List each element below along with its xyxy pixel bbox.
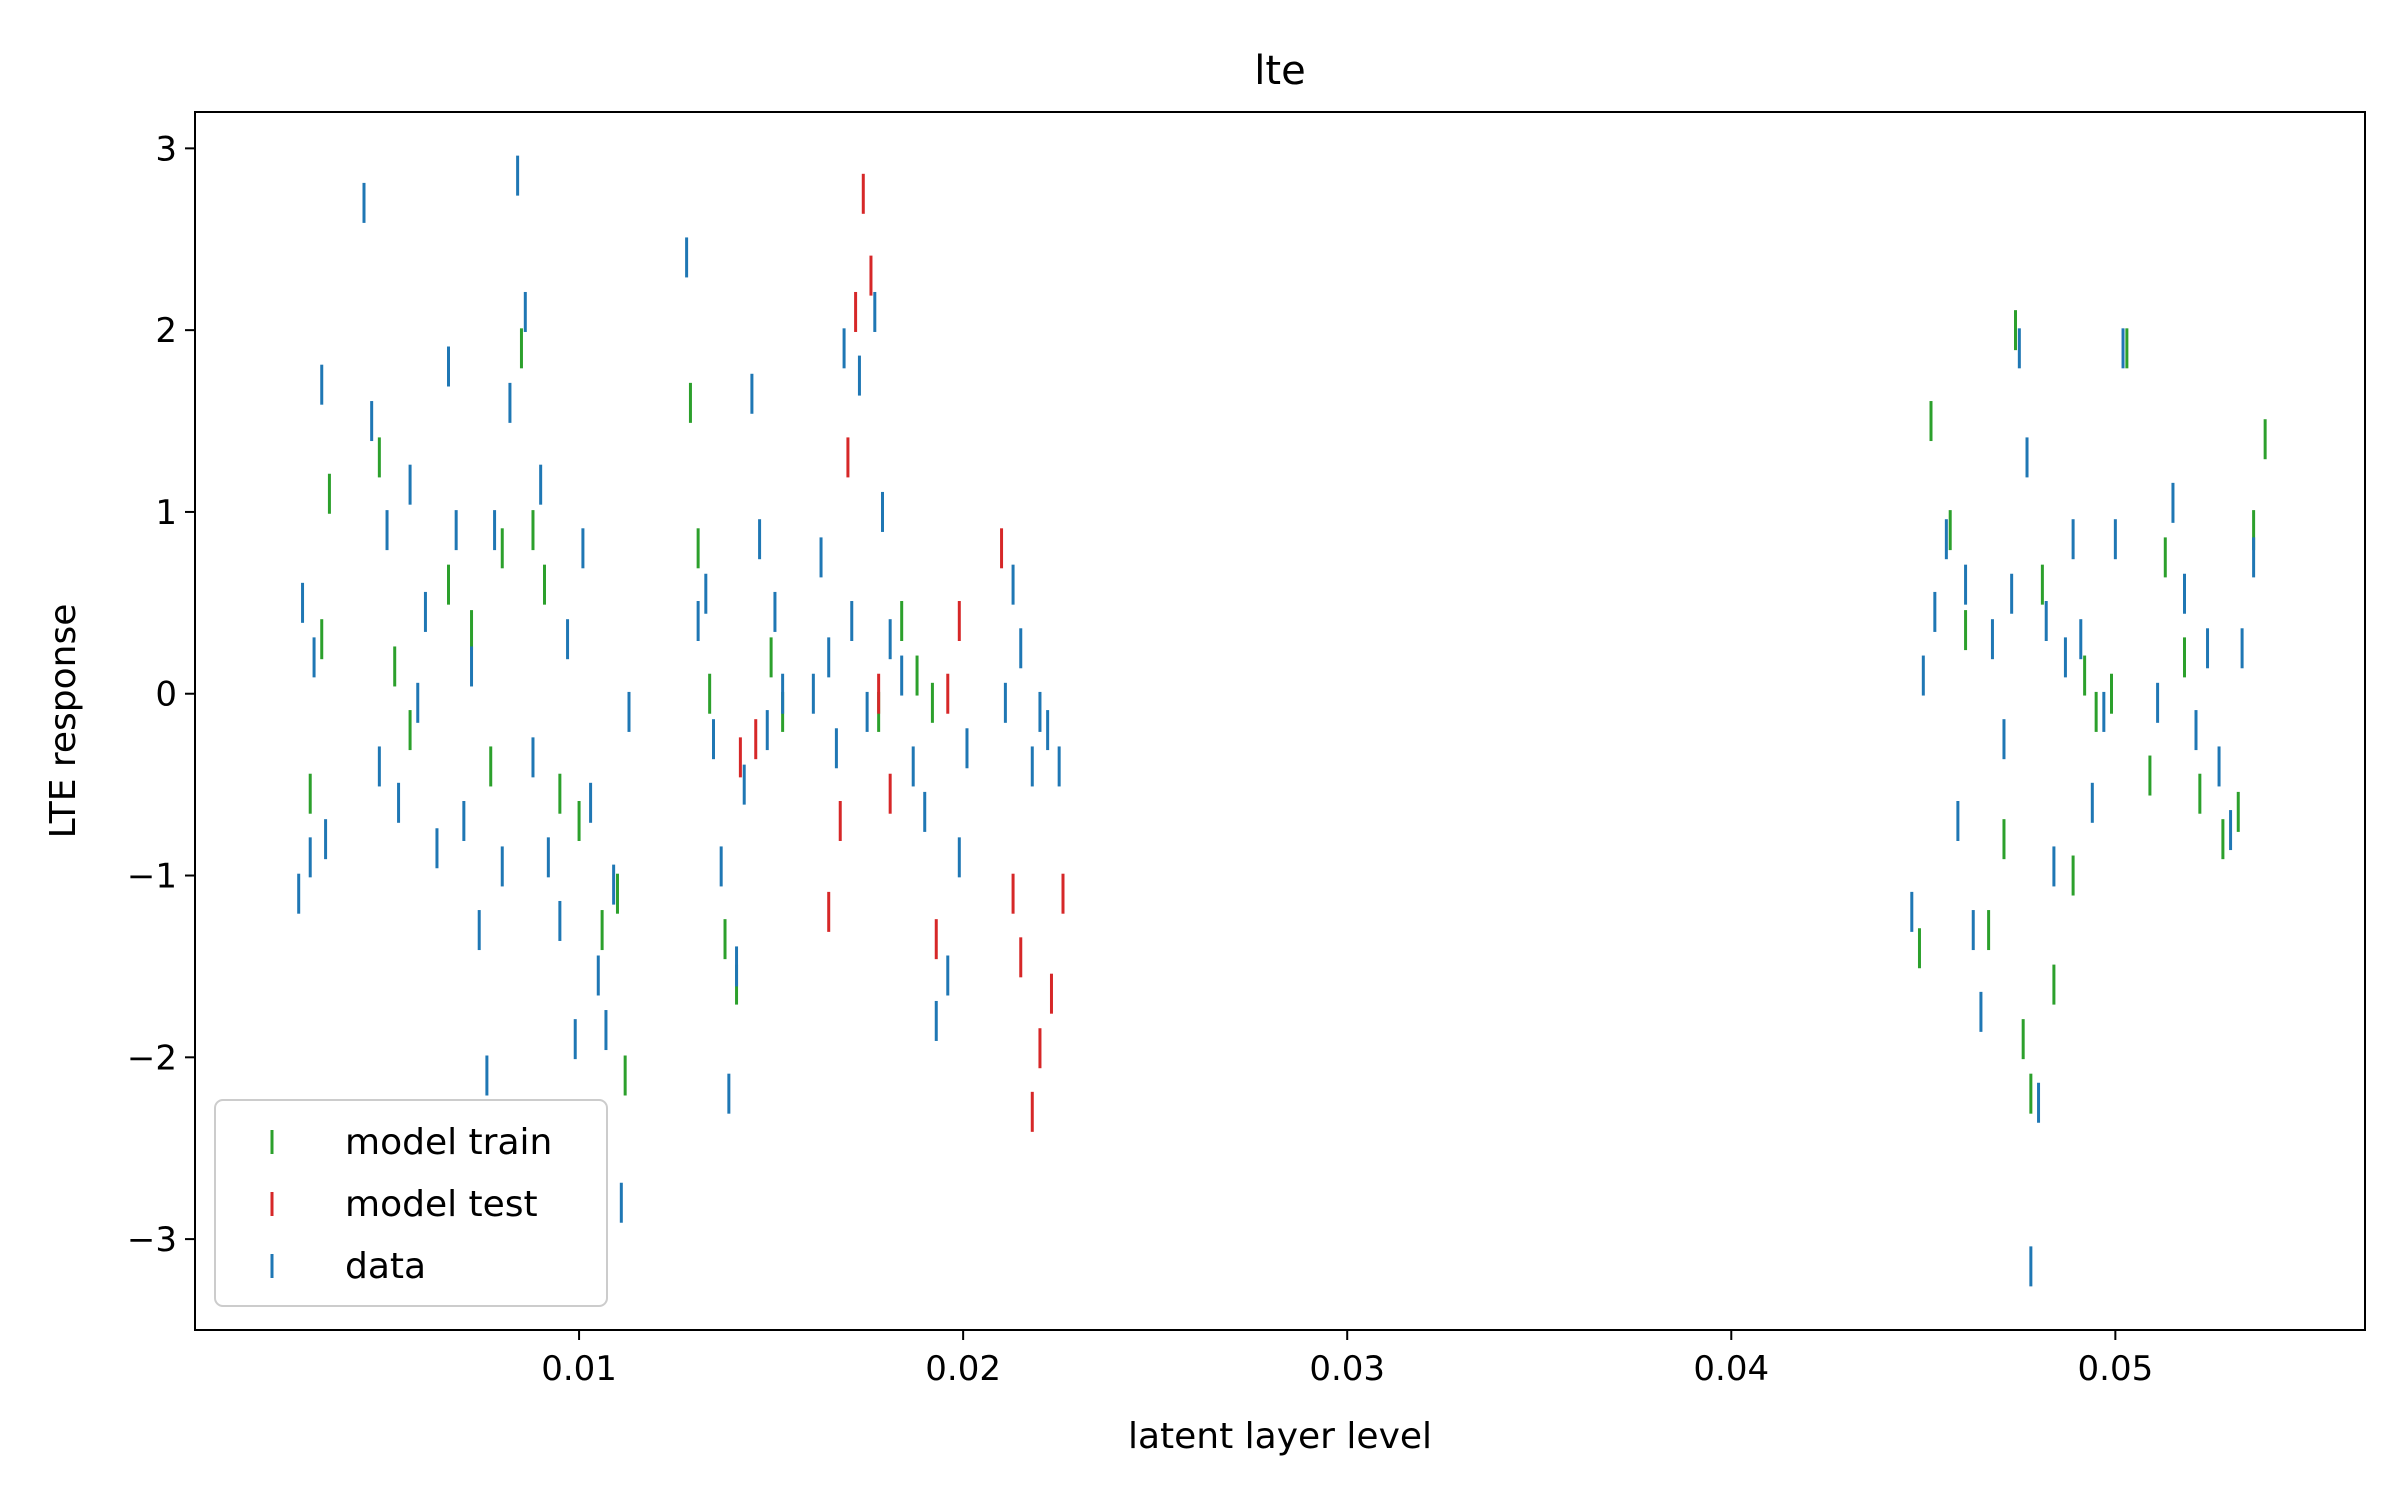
legend-box [214,1099,608,1307]
series-2 [738,173,1065,1132]
legend-label: data [345,1246,426,1287]
x-axis-label: latent layer level [1128,1416,1432,1457]
x-tick-label: 0.04 [1693,1349,1769,1389]
legend: model train model test data [214,1099,608,1307]
series-1 [308,310,2267,1114]
plot-frame [194,111,2366,1331]
y-tick-label: 0 [155,675,177,715]
x-tick-label: 0.02 [925,1349,1001,1389]
x-tick-label: 0.03 [1309,1349,1385,1389]
series-3 [297,155,2256,1287]
y-tick-label: −2 [127,1038,177,1078]
y-tick-label: 3 [155,129,177,169]
y-tick-label: −1 [127,857,177,897]
chart-title: lte [1254,48,1305,94]
y-tick-label: −3 [127,1220,177,1260]
x-tick-label: 0.05 [2078,1349,2154,1389]
legend-label: model test [345,1184,538,1225]
legend-label: model train [345,1122,552,1163]
y-axis-label: LTE response [43,604,84,839]
x-axis-ticks: 0.01 0.02 0.03 0.04 0.05 [541,1330,2153,1389]
marks-layer [297,155,2267,1287]
y-tick-label: 1 [155,493,177,533]
y-axis-ticks: −3 −2 −1 0 1 2 3 [127,129,195,1260]
x-tick-label: 0.01 [541,1349,617,1389]
y-tick-label: 2 [155,311,177,351]
